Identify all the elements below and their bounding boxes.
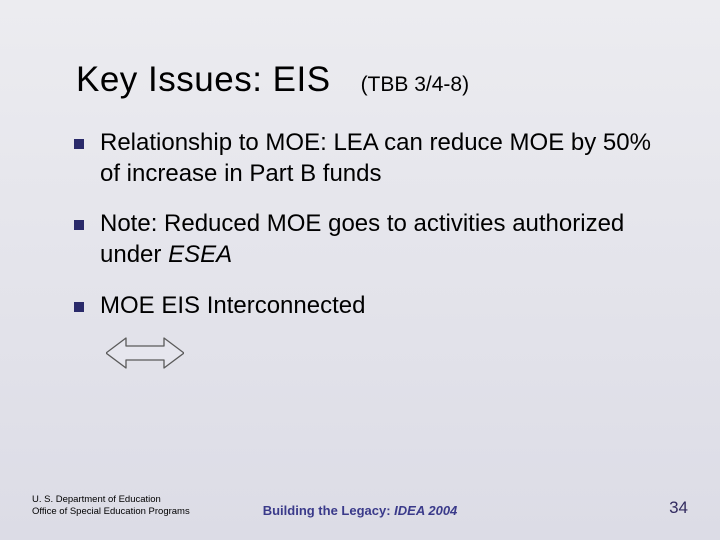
footer-org-line2: Office of Special Education Programs — [32, 506, 190, 518]
bullet-item: MOE EIS Interconnected — [70, 291, 665, 322]
bullet-list: Relationship to MOE: LEA can reduce MOE … — [70, 128, 665, 322]
bullet-text: Note: Reduced MOE goes to activities aut… — [100, 210, 624, 268]
page-number: 34 — [669, 498, 688, 518]
bullet-text: MOE EIS Interconnected — [100, 292, 365, 319]
footer-org: U. S. Department of Education Office of … — [32, 494, 190, 518]
footer-org-line1: U. S. Department of Education — [32, 494, 190, 506]
footer-tagline: Building the Legacy: IDEA 2004 — [263, 503, 458, 518]
slide-subtitle: (TBB 3/4-8) — [361, 73, 470, 97]
bullet-item: Note: Reduced MOE goes to activities aut… — [70, 209, 665, 270]
footer: U. S. Department of Education Office of … — [32, 494, 688, 518]
footer-tagline-prefix: Building the Legacy: — [263, 503, 394, 518]
slide-title: Key Issues: EIS — [76, 60, 331, 100]
slide: Key Issues: EIS (TBB 3/4-8) Relationship… — [0, 0, 720, 540]
footer-tagline-italic: IDEA 2004 — [394, 503, 457, 518]
bullet-item: Relationship to MOE: LEA can reduce MOE … — [70, 128, 665, 189]
double-arrow-icon — [106, 336, 665, 375]
title-row: Key Issues: EIS (TBB 3/4-8) — [76, 60, 665, 100]
bullet-text: Relationship to MOE: LEA can reduce MOE … — [100, 129, 651, 187]
